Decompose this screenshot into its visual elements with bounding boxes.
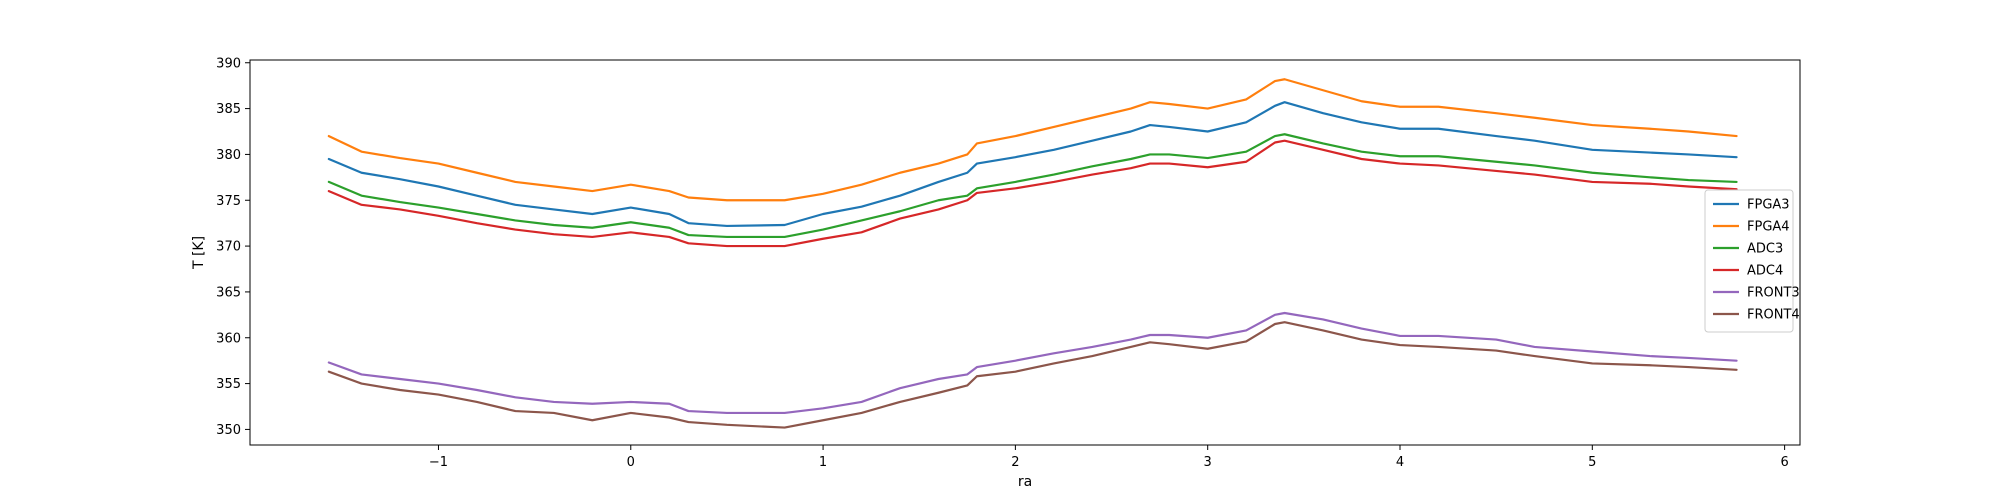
x-tick-label: 5 (1588, 455, 1596, 470)
x-tick-label: −1 (429, 455, 448, 470)
y-tick-label: 350 (216, 423, 241, 438)
y-tick-label: 375 (216, 194, 241, 209)
y-tick-label: 355 (216, 377, 241, 392)
legend: FPGA3 FPGA4 ADC3 ADC4 FRONT3 FRONT4 (1704, 189, 1800, 333)
series-line-front4 (327, 321, 1738, 429)
legend-label: ADC3 (1747, 242, 1783, 257)
x-tick-label: 6 (1780, 455, 1788, 470)
legend-label: FRONT4 (1747, 308, 1800, 323)
x-tick-label: 0 (627, 455, 635, 470)
y-tick-label: 360 (216, 331, 241, 346)
legend-label: FRONT3 (1747, 286, 1800, 301)
y-tick-label: 380 (216, 148, 241, 163)
series-line-adc3 (327, 133, 1738, 239)
x-axis-label: ra (1018, 474, 1032, 490)
y-tick-label: 385 (216, 102, 241, 117)
y-axis: 350 355 360 365 370 375 380 385 390 (216, 56, 250, 438)
series-layer (327, 78, 1738, 429)
series-line-adc4 (327, 139, 1738, 248)
y-tick-label: 365 (216, 285, 241, 300)
series-line-front3 (327, 311, 1738, 415)
y-tick-label: 370 (216, 240, 241, 255)
plot-area-background (250, 60, 1800, 445)
legend-label: FPGA4 (1747, 220, 1790, 235)
y-tick-label: 390 (216, 56, 241, 71)
x-tick-label: 3 (1204, 455, 1212, 470)
legend-label: FPGA3 (1747, 198, 1790, 213)
series-line-fpga4 (327, 78, 1738, 202)
x-tick-label: 1 (819, 455, 827, 470)
x-axis: −1 0 1 2 3 4 5 6 (429, 445, 1789, 470)
plot-frame (249, 59, 1801, 446)
x-tick-label: 2 (1011, 455, 1019, 470)
x-tick-label: 4 (1396, 455, 1404, 470)
y-axis-label: T [K] (191, 236, 207, 270)
series-line-fpga3 (327, 101, 1738, 228)
legend-label: ADC4 (1747, 264, 1783, 279)
